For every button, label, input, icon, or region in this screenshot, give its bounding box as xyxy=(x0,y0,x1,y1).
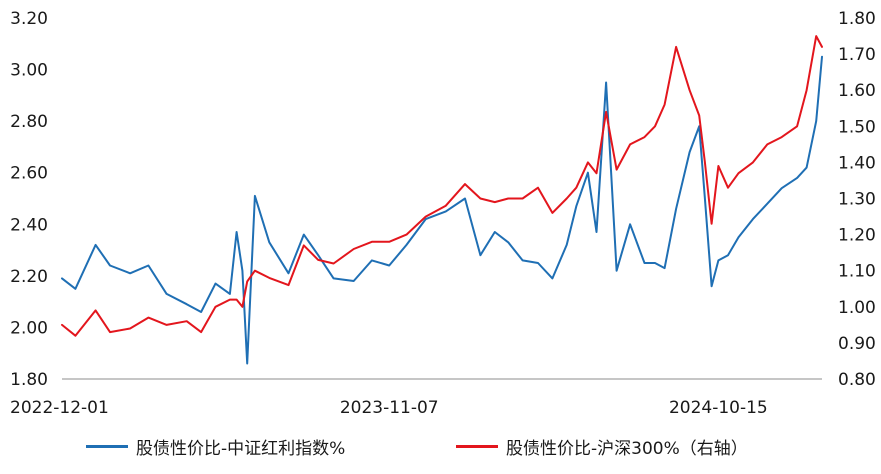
left-tick-label: 1.80 xyxy=(10,370,48,390)
x-axis: 2022-12-01 2023-11-07 2024-10-15 xyxy=(10,398,768,418)
right-tick-label: 1.80 xyxy=(838,9,876,29)
left-y-axis: 1.80 2.00 2.20 2.40 2.60 2.80 3.00 3.20 xyxy=(10,9,48,390)
left-tick-label: 2.40 xyxy=(10,215,48,235)
left-tick-label: 2.60 xyxy=(10,164,48,184)
legend-label-hs300: 股债性价比-沪深300%（右轴） xyxy=(506,439,748,459)
x-tick-label: 2024-10-15 xyxy=(669,398,768,418)
right-y-axis: 0.80 0.90 1.00 1.10 1.20 1.30 1.40 1.50 1.60 1.70… xyxy=(838,9,876,390)
legend-item-hs300: 股债性价比-沪深300%（右轴） xyxy=(456,434,748,459)
left-tick-label: 2.00 xyxy=(10,318,48,338)
right-tick-label: 1.30 xyxy=(838,190,876,210)
legend-swatch-dividend xyxy=(86,445,128,448)
left-tick-label: 3.00 xyxy=(10,61,48,81)
x-tick-label: 2022-12-01 xyxy=(10,398,109,418)
right-tick-label: 1.20 xyxy=(838,226,876,246)
left-tick-label: 2.20 xyxy=(10,267,48,287)
legend-item-dividend: 股债性价比-中证红利指数% xyxy=(86,434,345,459)
legend-label-dividend: 股债性价比-中证红利指数% xyxy=(136,439,346,459)
series-layer xyxy=(61,35,823,365)
legend-swatch-hs300 xyxy=(456,445,498,448)
right-tick-label: 1.70 xyxy=(838,45,876,65)
legend: 股债性价比-中证红利指数% 股债性价比-沪深300%（右轴） xyxy=(0,434,881,459)
series-line-dividend xyxy=(61,55,823,365)
left-tick-label: 3.20 xyxy=(10,9,48,29)
right-tick-label: 0.80 xyxy=(838,370,876,390)
x-tick-label: 2023-11-07 xyxy=(340,398,439,418)
right-tick-label: 0.90 xyxy=(838,334,876,354)
right-tick-label: 1.00 xyxy=(838,298,876,318)
right-tick-label: 1.10 xyxy=(838,262,876,282)
right-tick-label: 1.50 xyxy=(838,117,876,137)
right-tick-label: 1.40 xyxy=(838,153,876,173)
left-tick-label: 2.80 xyxy=(10,112,48,132)
right-tick-label: 1.60 xyxy=(838,81,876,101)
series-line-hs300 xyxy=(61,35,823,337)
